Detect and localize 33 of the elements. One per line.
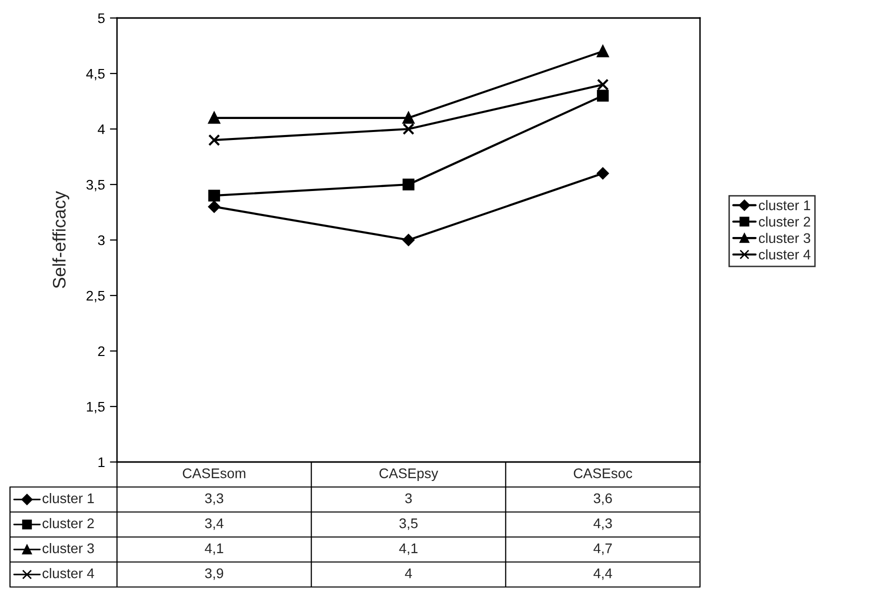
legend-label: cluster 4 [758,249,810,260]
data-label: 3,5 [399,518,418,530]
x-tick-label: CASEsom [182,468,246,478]
data-label: 4,1 [204,544,224,555]
data-label: 4,4 [594,568,612,580]
y-tick-label: 1,5 [86,402,105,414]
y-tick-label: 3,5 [86,180,105,192]
legend-label: cluster 1 [758,200,810,210]
data-label: 4 [404,568,412,578]
y-tick-label: 3 [98,235,105,246]
text: cluster 4 [42,568,94,578]
data-label: 3,4 [205,518,224,530]
y-axis-title: Self-efficacy [52,191,70,288]
y-tick-label: 2 [98,346,104,356]
data-label: 4,7 [594,544,612,555]
y-tick-label: 4,5 [86,68,105,80]
y-tick-label: 2,5 [86,290,105,302]
legend-label: cluster 2 [758,216,810,227]
legend-label: cluster 3 [758,232,810,244]
data-label: 4,3 [594,518,612,530]
data-label: 3 [405,493,412,504]
y-tick-label: 5 [98,13,105,24]
x-tick-label: CASEsoc [574,468,632,478]
data-label: 4,1 [399,544,418,555]
text: cluster 2 [42,518,94,528]
y-tick-label: 4 [98,124,105,134]
text: cluster 3 [42,543,94,554]
x-tick-label: CASEpsy [379,468,438,481]
text: cluster 1 [42,493,94,504]
data-label: 3,9 [205,568,224,580]
data-label: 3,6 [594,493,612,505]
y-tick-label: 1 [98,457,105,468]
data-label: 3,3 [205,493,224,505]
